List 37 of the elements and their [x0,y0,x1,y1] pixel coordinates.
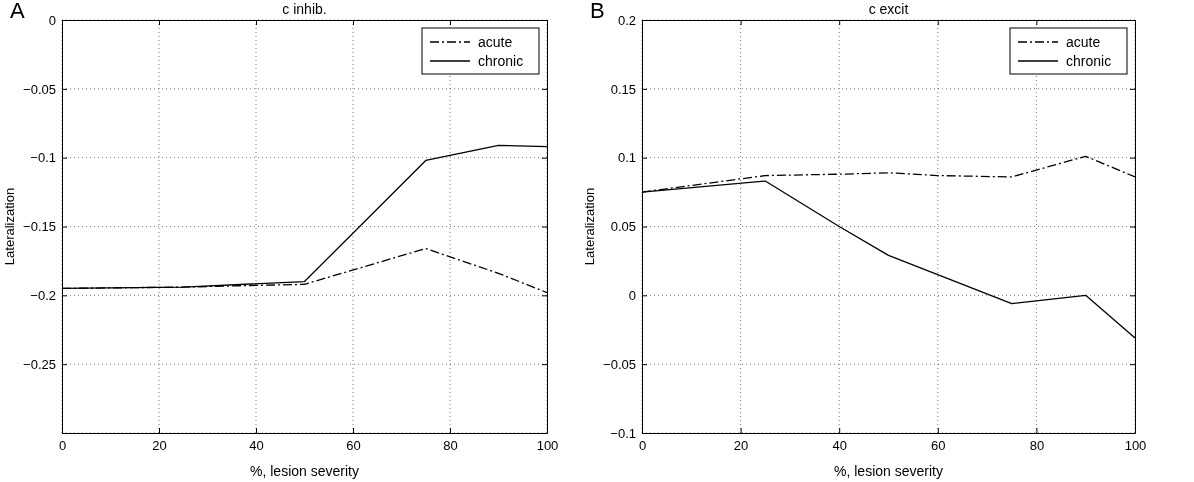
y-tick-label: 0.1 [617,150,636,166]
legend-label: acute [478,34,513,50]
y-tick-label: 0.15 [610,81,636,97]
text: B [590,0,605,23]
y-tick-label: 0.05 [610,219,636,235]
x-axis-title: %, lesion severity [250,463,359,479]
chart-title: c excit [868,1,909,17]
x-tick-label: 60 [346,438,361,454]
x-tick-label: 40 [832,438,847,454]
y-tick-label: −0.25 [23,356,56,372]
x-tick-label: 100 [1124,438,1147,454]
legend-label: chronic [478,53,524,69]
y-tick-label: 0.2 [617,12,636,28]
y-tick-label: 0 [628,287,636,303]
x-axis-title: %, lesion severity [834,463,943,479]
x-tick-label: 80 [1029,438,1045,454]
legend-label: acute [1066,34,1101,50]
x-tick-label: 20 [733,438,749,454]
y-tick-label: −0.1 [610,425,636,441]
chart-title: c inhib. [282,1,327,17]
x-tick-label: 80 [443,438,458,454]
y-tick-label: −0.1 [30,150,56,166]
y-tick-label: 0 [48,12,56,28]
x-tick-label: 20 [152,438,167,454]
legend-label: chronic [1066,53,1112,69]
y-axis-title: Lateralization [2,187,17,266]
x-tick-label: 40 [249,438,264,454]
y-tick-label: −0.15 [23,219,56,235]
y-axis-title: Lateralization [582,187,597,266]
y-tick-label: −0.05 [603,356,636,372]
x-tick-label: 0 [638,438,647,454]
x-tick-label: 0 [58,438,67,454]
text: A [10,0,25,23]
x-tick-label: 60 [931,438,946,454]
y-tick-label: −0.2 [30,287,56,303]
x-tick-label: 100 [536,438,559,454]
y-tick-label: −0.05 [23,81,56,97]
